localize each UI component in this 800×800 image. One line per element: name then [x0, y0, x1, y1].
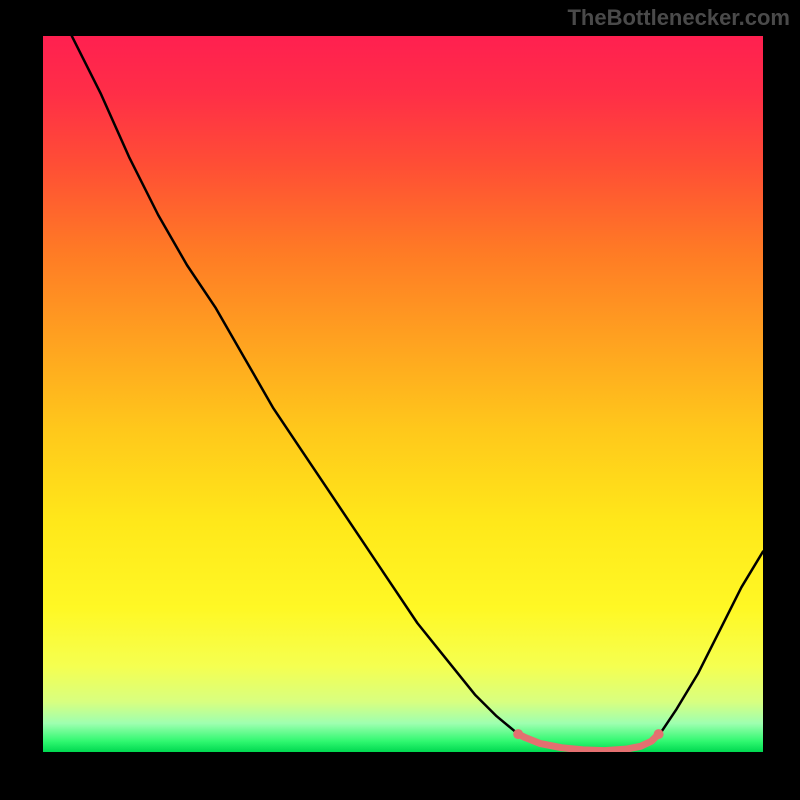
bottleneck-chart — [43, 36, 763, 752]
watermark-text: TheBottlenecker.com — [567, 5, 790, 31]
gradient-background — [43, 36, 763, 752]
